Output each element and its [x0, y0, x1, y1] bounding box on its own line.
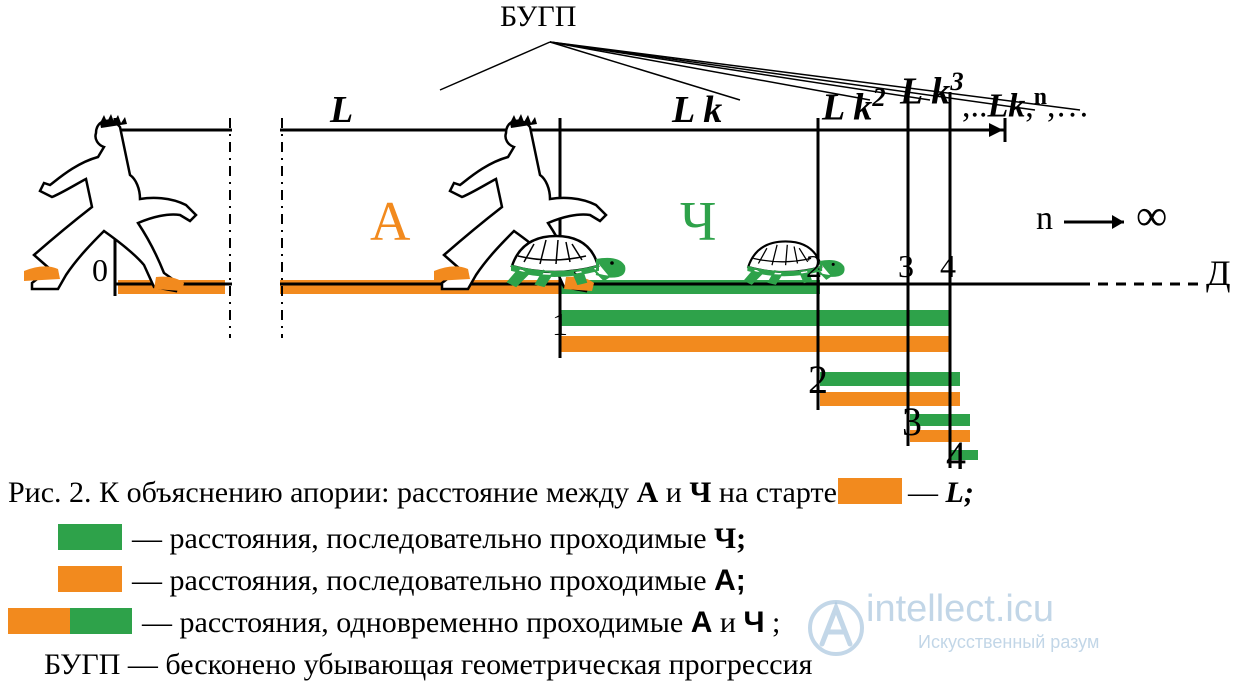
- caption-line-2: — расстояния, последовательно проходимые…: [132, 522, 746, 556]
- label-Lk2: L k2: [822, 82, 886, 130]
- step-4: 4: [946, 432, 966, 479]
- green-segment: [560, 310, 950, 326]
- label-infinity: ∞: [1136, 190, 1167, 241]
- label-Lk: L k: [672, 88, 722, 132]
- orange-segment: [560, 336, 950, 352]
- step-2: 2: [808, 356, 828, 403]
- watermark-sub: Искусственный разум: [918, 632, 1099, 653]
- caption-line-3: — расстояния, последовательно проходимые…: [132, 564, 746, 598]
- caption-line-4: — расстояния, одновременно проходимые А …: [142, 606, 780, 640]
- axis-3-small: 3: [898, 248, 914, 285]
- label-Lkn: ,..Lk,n,…: [962, 84, 1090, 125]
- axis-2-small: 2: [806, 248, 822, 285]
- orange-segment: [820, 392, 960, 406]
- label-Lk3: L k3: [900, 66, 964, 114]
- axis-4-small: 4: [940, 248, 956, 285]
- tortoise-figure: [745, 241, 844, 284]
- caption-line-1: Рис. 2. К объяснению апории: расстояние …: [8, 476, 837, 510]
- legend-swatch-green: [58, 524, 122, 550]
- caption-line-1-tail: — L;: [908, 476, 974, 510]
- legend-swatch-orange: [838, 478, 902, 504]
- achilles-figure: [24, 114, 196, 291]
- green-segment: [820, 372, 960, 386]
- legend-swatch-green: [70, 608, 132, 634]
- caption-line-5: БУГП — бесконено убывающая геометрическа…: [44, 648, 812, 682]
- watermark-logo: [810, 602, 862, 654]
- legend-swatch-orange: [58, 566, 122, 592]
- step-3: 3: [902, 398, 922, 445]
- legend-swatch-orange: [8, 608, 70, 634]
- label-L: L: [330, 88, 353, 132]
- label-n: n: [1036, 200, 1053, 238]
- green-segment: [560, 280, 820, 294]
- label-CH-green: Ч: [680, 190, 716, 254]
- bugp-label: БУГП: [500, 0, 576, 34]
- axis-1: 1: [552, 306, 568, 343]
- watermark-text: intellect.icu: [866, 588, 1054, 631]
- axis-0: 0: [92, 252, 108, 289]
- label-A-orange: А: [370, 190, 410, 254]
- label-D: Д: [1206, 252, 1231, 294]
